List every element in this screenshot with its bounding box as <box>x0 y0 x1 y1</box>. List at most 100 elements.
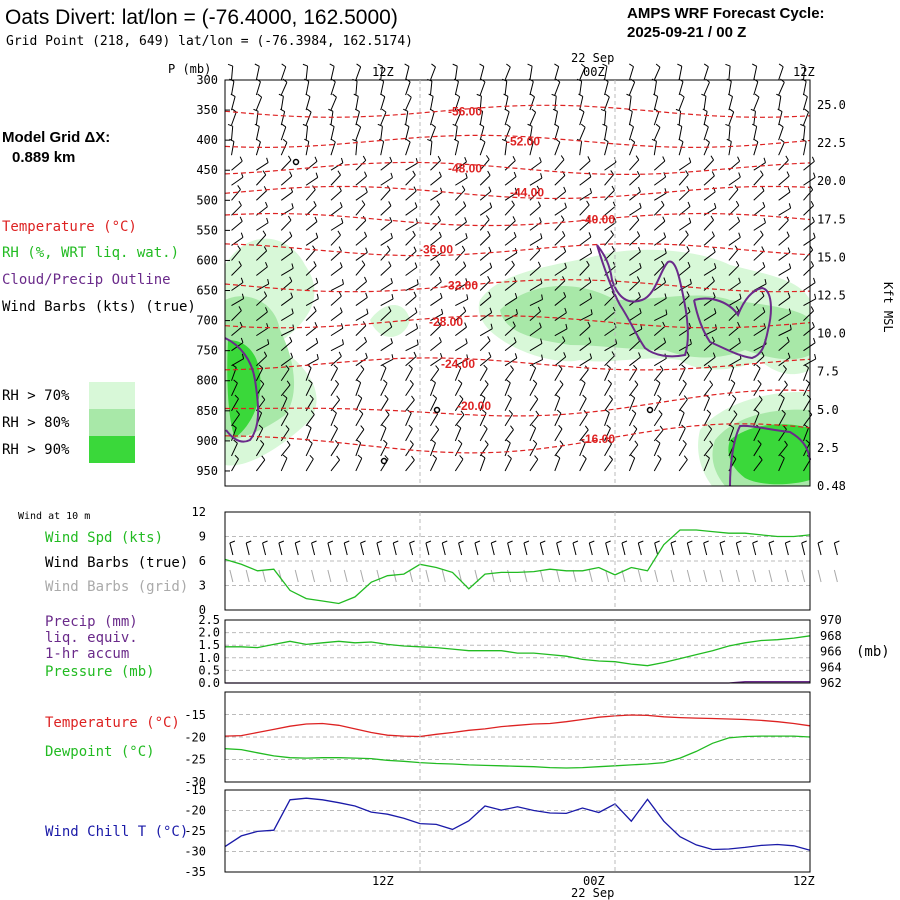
wind-barb-flag <box>377 63 383 67</box>
wind-barb <box>430 236 442 246</box>
wind-barb <box>256 162 269 171</box>
wind-barb <box>504 357 518 367</box>
wind-barb <box>554 428 563 442</box>
wind-barb-flag <box>360 425 365 430</box>
pressure-axis-label: P (mb) <box>168 62 211 76</box>
wind-barb <box>330 368 338 381</box>
wind-barb-flag <box>814 353 817 360</box>
wind-barb-flag <box>353 93 359 97</box>
wind-barb <box>305 310 317 321</box>
surface-wind-barb-flag <box>572 540 579 544</box>
grid-wind-barb <box>637 569 642 583</box>
wind-barb <box>280 82 288 96</box>
wind-barb-flag <box>427 138 433 142</box>
wind-barb <box>231 220 243 231</box>
wind-barb <box>256 343 269 352</box>
surface-wind-barb <box>572 542 577 556</box>
wind-barb-flag <box>663 232 667 238</box>
wind-barb <box>231 189 241 201</box>
wind-barb <box>579 458 587 472</box>
wind-barb <box>405 111 409 126</box>
wind-barb-flag <box>540 173 543 179</box>
wind-barb-flag <box>234 394 239 400</box>
wind-barb-flag <box>786 336 790 342</box>
wind-barb-flag <box>312 185 316 191</box>
wind-barb-flag <box>239 216 243 222</box>
wind-barb-flag <box>763 217 766 223</box>
wind-barb <box>504 458 512 472</box>
wind-barb <box>305 81 310 96</box>
wind-barb <box>604 111 607 126</box>
wind-barb <box>554 66 560 81</box>
rh90-region <box>227 340 261 438</box>
wind-barb-flag <box>612 201 616 207</box>
calm-marker <box>292 158 300 166</box>
wind-barb <box>479 175 491 186</box>
wind-barb <box>479 267 492 276</box>
windchill-yticks: -15 -20 -25 -30 -35 <box>184 783 206 879</box>
wind-barb-flag <box>681 364 686 369</box>
wind-barb <box>355 325 367 336</box>
wind-barb-flag <box>682 439 687 445</box>
wind-barb <box>579 341 592 352</box>
rh90-region <box>728 424 810 485</box>
wind-barb-flag <box>514 293 518 299</box>
wind-barb <box>479 384 489 397</box>
surface-wind-barb-flag <box>491 540 497 544</box>
wind-barb <box>604 205 616 216</box>
wind-barb <box>405 141 411 156</box>
surface-wind-barb <box>686 542 691 556</box>
wind-barb <box>678 311 691 321</box>
wind-barb <box>529 414 540 427</box>
wind-barb <box>305 141 310 156</box>
wind-barb-flag <box>233 439 238 444</box>
wind-barb <box>330 327 344 337</box>
wind-barb-flag <box>506 379 511 384</box>
wind-barb <box>653 204 665 216</box>
wind-barb <box>803 265 814 276</box>
wind-barb <box>579 141 583 156</box>
windchill-ytick-label: -30 <box>184 845 206 859</box>
wind-barb <box>554 175 566 186</box>
wind-barb-flag <box>314 156 318 162</box>
grid-wind-barb <box>376 569 381 583</box>
wind-barb-flag <box>507 454 512 459</box>
wind-barb-flag <box>254 123 260 127</box>
wind-barb <box>604 141 609 156</box>
rh90-label: RH > 90% <box>2 442 70 458</box>
wind-barb-flag <box>357 394 363 399</box>
wind-barb-flag <box>712 292 716 298</box>
wind-barb-flag <box>707 425 713 430</box>
wind-barb-flag <box>241 293 245 299</box>
wind-barb-flag <box>633 364 638 370</box>
wind-barb <box>728 141 732 156</box>
wind-barb <box>479 206 492 216</box>
wind-barb-flag <box>600 108 606 112</box>
wind-barb <box>778 341 790 352</box>
wind-barb-flag <box>461 245 466 251</box>
legend-rh: RH (%, WRT liq. wat.) <box>2 245 179 261</box>
wind-barb-flag <box>340 157 344 163</box>
wind-barb <box>504 192 518 201</box>
pressure-tick-label: 750 <box>196 344 218 358</box>
temperature-line <box>224 714 811 738</box>
wind-barb-flag <box>253 108 259 112</box>
wind-barb-flag <box>240 232 244 238</box>
wind-barb-flag <box>677 123 683 127</box>
wind-barb <box>803 141 807 156</box>
wind-barb-flag <box>582 394 587 399</box>
wind-barb <box>380 111 387 126</box>
grid-wind-barb <box>719 569 724 583</box>
grid-wind-barb <box>784 569 789 583</box>
surface-wind-barb-flag <box>670 540 677 544</box>
surface-wind-barb <box>523 542 528 556</box>
wind-barb-flag <box>752 123 757 127</box>
cloud-outline-left <box>224 337 260 443</box>
wind-barb-flag <box>715 324 717 330</box>
wind-barb <box>653 160 666 171</box>
wind-barb <box>355 236 367 246</box>
wind-barb <box>803 367 809 381</box>
wind-barb <box>479 368 488 381</box>
wind-barb <box>554 328 568 337</box>
wind-barb-flag <box>758 395 763 400</box>
